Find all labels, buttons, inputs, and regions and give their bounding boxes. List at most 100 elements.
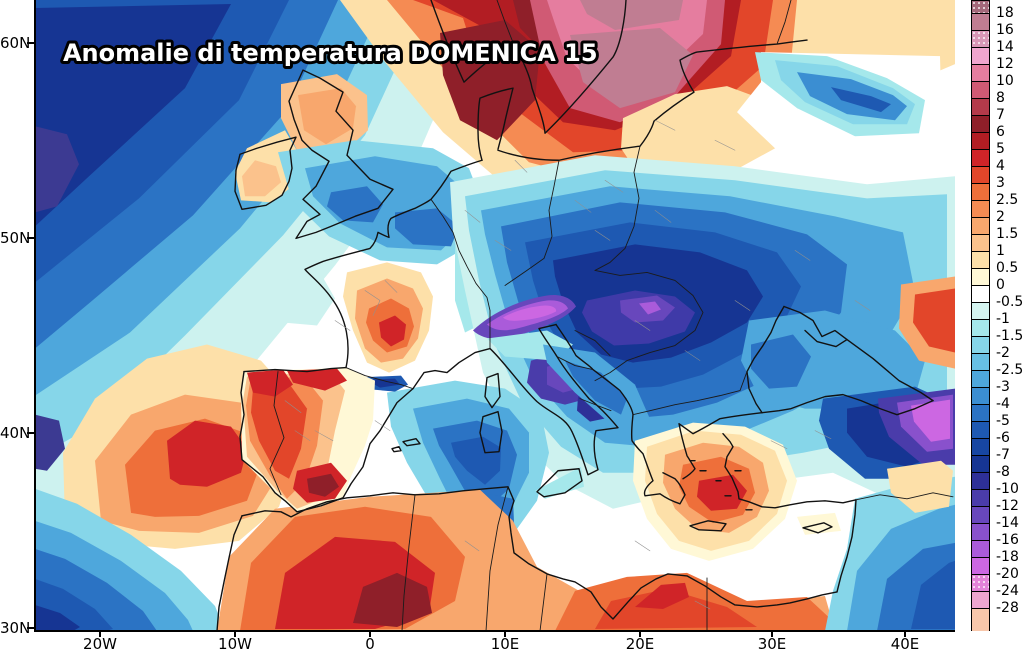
colorbar-cell-26 xyxy=(972,439,989,456)
lat-label-50N: 50N xyxy=(0,229,31,247)
region-biscay-cyan-patch xyxy=(267,272,335,326)
region-adriatic-core xyxy=(565,360,627,415)
coast-layer-path xyxy=(430,0,515,83)
border-layer-path xyxy=(401,494,416,631)
coast-layer-path xyxy=(802,522,833,534)
colorbar-tick--8: -8 xyxy=(996,464,1010,480)
colorbar-cell-9 xyxy=(972,150,989,167)
colorbar-cell-33 xyxy=(972,558,989,575)
region-libya-red xyxy=(595,588,757,629)
colorbar-tick--2.5: -2.5 xyxy=(996,362,1024,378)
colorbar-cell-20 xyxy=(972,337,989,354)
colorbar-cell-18 xyxy=(972,303,989,320)
colorbar-cell-31 xyxy=(972,524,989,541)
colorbar-cell-5 xyxy=(972,82,989,99)
lon-tick-20E xyxy=(639,632,641,637)
region-england-blue-spot xyxy=(327,186,383,223)
colorbar-tick--1: -1 xyxy=(996,311,1010,327)
colorbar-cell-25 xyxy=(972,422,989,439)
border-layer-path xyxy=(594,145,641,271)
colorbar-tick-8: 8 xyxy=(996,90,1005,106)
region-nw-africa-maroon xyxy=(353,572,432,627)
coast-layer-path xyxy=(477,87,514,161)
border-layer-path xyxy=(345,367,414,390)
region-belarus-tan-band xyxy=(621,86,771,183)
admin-layer-path xyxy=(284,119,871,610)
colorbar-cell-24 xyxy=(972,405,989,422)
colorbar-tick--3: -3 xyxy=(996,379,1010,395)
lon-label-20E: 20E xyxy=(625,635,655,653)
lon-tick-20W xyxy=(99,632,101,637)
region-east-turkey-magenta xyxy=(911,399,950,442)
region-atlantic-violet-1 xyxy=(35,126,79,213)
colorbar-tick-2.5: 2.5 xyxy=(996,192,1019,208)
colorbar-tick-1: 1 xyxy=(996,243,1005,259)
region-blacksea-dark xyxy=(751,334,811,389)
coast-layer-path xyxy=(484,372,501,409)
lat-tick-50N xyxy=(27,237,35,239)
coast-layer-path xyxy=(243,366,347,373)
colorbar-tick-4: 4 xyxy=(996,158,1005,174)
coast-layer-path xyxy=(304,159,483,369)
colorbar-cell-29 xyxy=(972,490,989,507)
colorbar-cell-7 xyxy=(972,116,989,133)
coast-layer-path xyxy=(497,39,808,161)
colorbar-tick-14: 14 xyxy=(996,39,1014,55)
coast-layer-path xyxy=(555,323,686,505)
admin-borders xyxy=(284,119,871,610)
colorbar-cell-8 xyxy=(972,133,989,150)
region-scotland-core xyxy=(298,88,356,145)
region-benghazi-red xyxy=(635,582,689,609)
region-ireland-tan xyxy=(242,160,281,197)
coast-layer-path xyxy=(234,136,297,211)
lon-label-40E: 40E xyxy=(890,635,920,653)
colorbar-tick-0.5: 0.5 xyxy=(996,260,1019,276)
colorbar-tick-7: 7 xyxy=(996,107,1005,123)
border-layer-path xyxy=(485,486,509,631)
region-iraq-tan-patch xyxy=(887,460,953,513)
region-france-sw-red xyxy=(379,315,406,347)
colorbar-tick-10: 10 xyxy=(996,73,1014,89)
colorbar-cell-16 xyxy=(972,269,989,286)
border-layer-path xyxy=(269,371,285,496)
colorbar-cell-27 xyxy=(972,456,989,473)
colorbar-tick-16: 16 xyxy=(996,22,1014,38)
colorbar-cell-2 xyxy=(972,31,989,48)
colorbar-cell-1 xyxy=(972,14,989,31)
colorbar-cell-30 xyxy=(972,507,989,524)
region-south-spain-maroon xyxy=(307,473,339,497)
region-mideast-dark xyxy=(911,560,955,629)
region-azores-warm-red xyxy=(167,420,247,487)
lon-label-10E: 10E xyxy=(490,635,520,653)
colorbar-cell-15 xyxy=(972,252,989,269)
lon-label-0: 0 xyxy=(365,635,375,653)
colorbar-cell-11 xyxy=(972,184,989,201)
colorbar-tick--5: -5 xyxy=(996,413,1010,429)
colorbar-tick--1.5: -1.5 xyxy=(996,328,1024,344)
border-layer-path xyxy=(539,573,548,631)
border-layer-path xyxy=(776,0,792,45)
colorbar-tick-3: 3 xyxy=(996,175,1005,191)
colorbar-tick-12: 12 xyxy=(996,56,1014,72)
colorbar-cell-12 xyxy=(972,201,989,218)
border-layer-path xyxy=(556,330,612,412)
colorbar-tick--18: -18 xyxy=(996,549,1019,565)
colorbar-cell-32 xyxy=(972,541,989,558)
colorbar-tick-2: 2 xyxy=(996,209,1005,225)
colorbar-cell-14 xyxy=(972,235,989,252)
colorbar-tick--20: -20 xyxy=(996,566,1019,582)
region-north-spain-red xyxy=(287,368,347,391)
colorbar-cell-19 xyxy=(972,320,989,337)
colorbar-tick--10: -10 xyxy=(996,481,1019,497)
lat-label-40N: 40N xyxy=(0,424,31,442)
coastlines xyxy=(216,0,934,631)
colorbar-tick--7: -7 xyxy=(996,447,1010,463)
colorbar-cell-35 xyxy=(972,592,989,609)
coast-layer-path xyxy=(216,515,243,631)
colorbar-tick--4: -4 xyxy=(996,396,1010,412)
coast-layer-path xyxy=(678,411,763,480)
coast-layer-path xyxy=(722,432,857,593)
region-carpathian-magenta xyxy=(639,301,661,315)
country-borders xyxy=(269,0,954,631)
